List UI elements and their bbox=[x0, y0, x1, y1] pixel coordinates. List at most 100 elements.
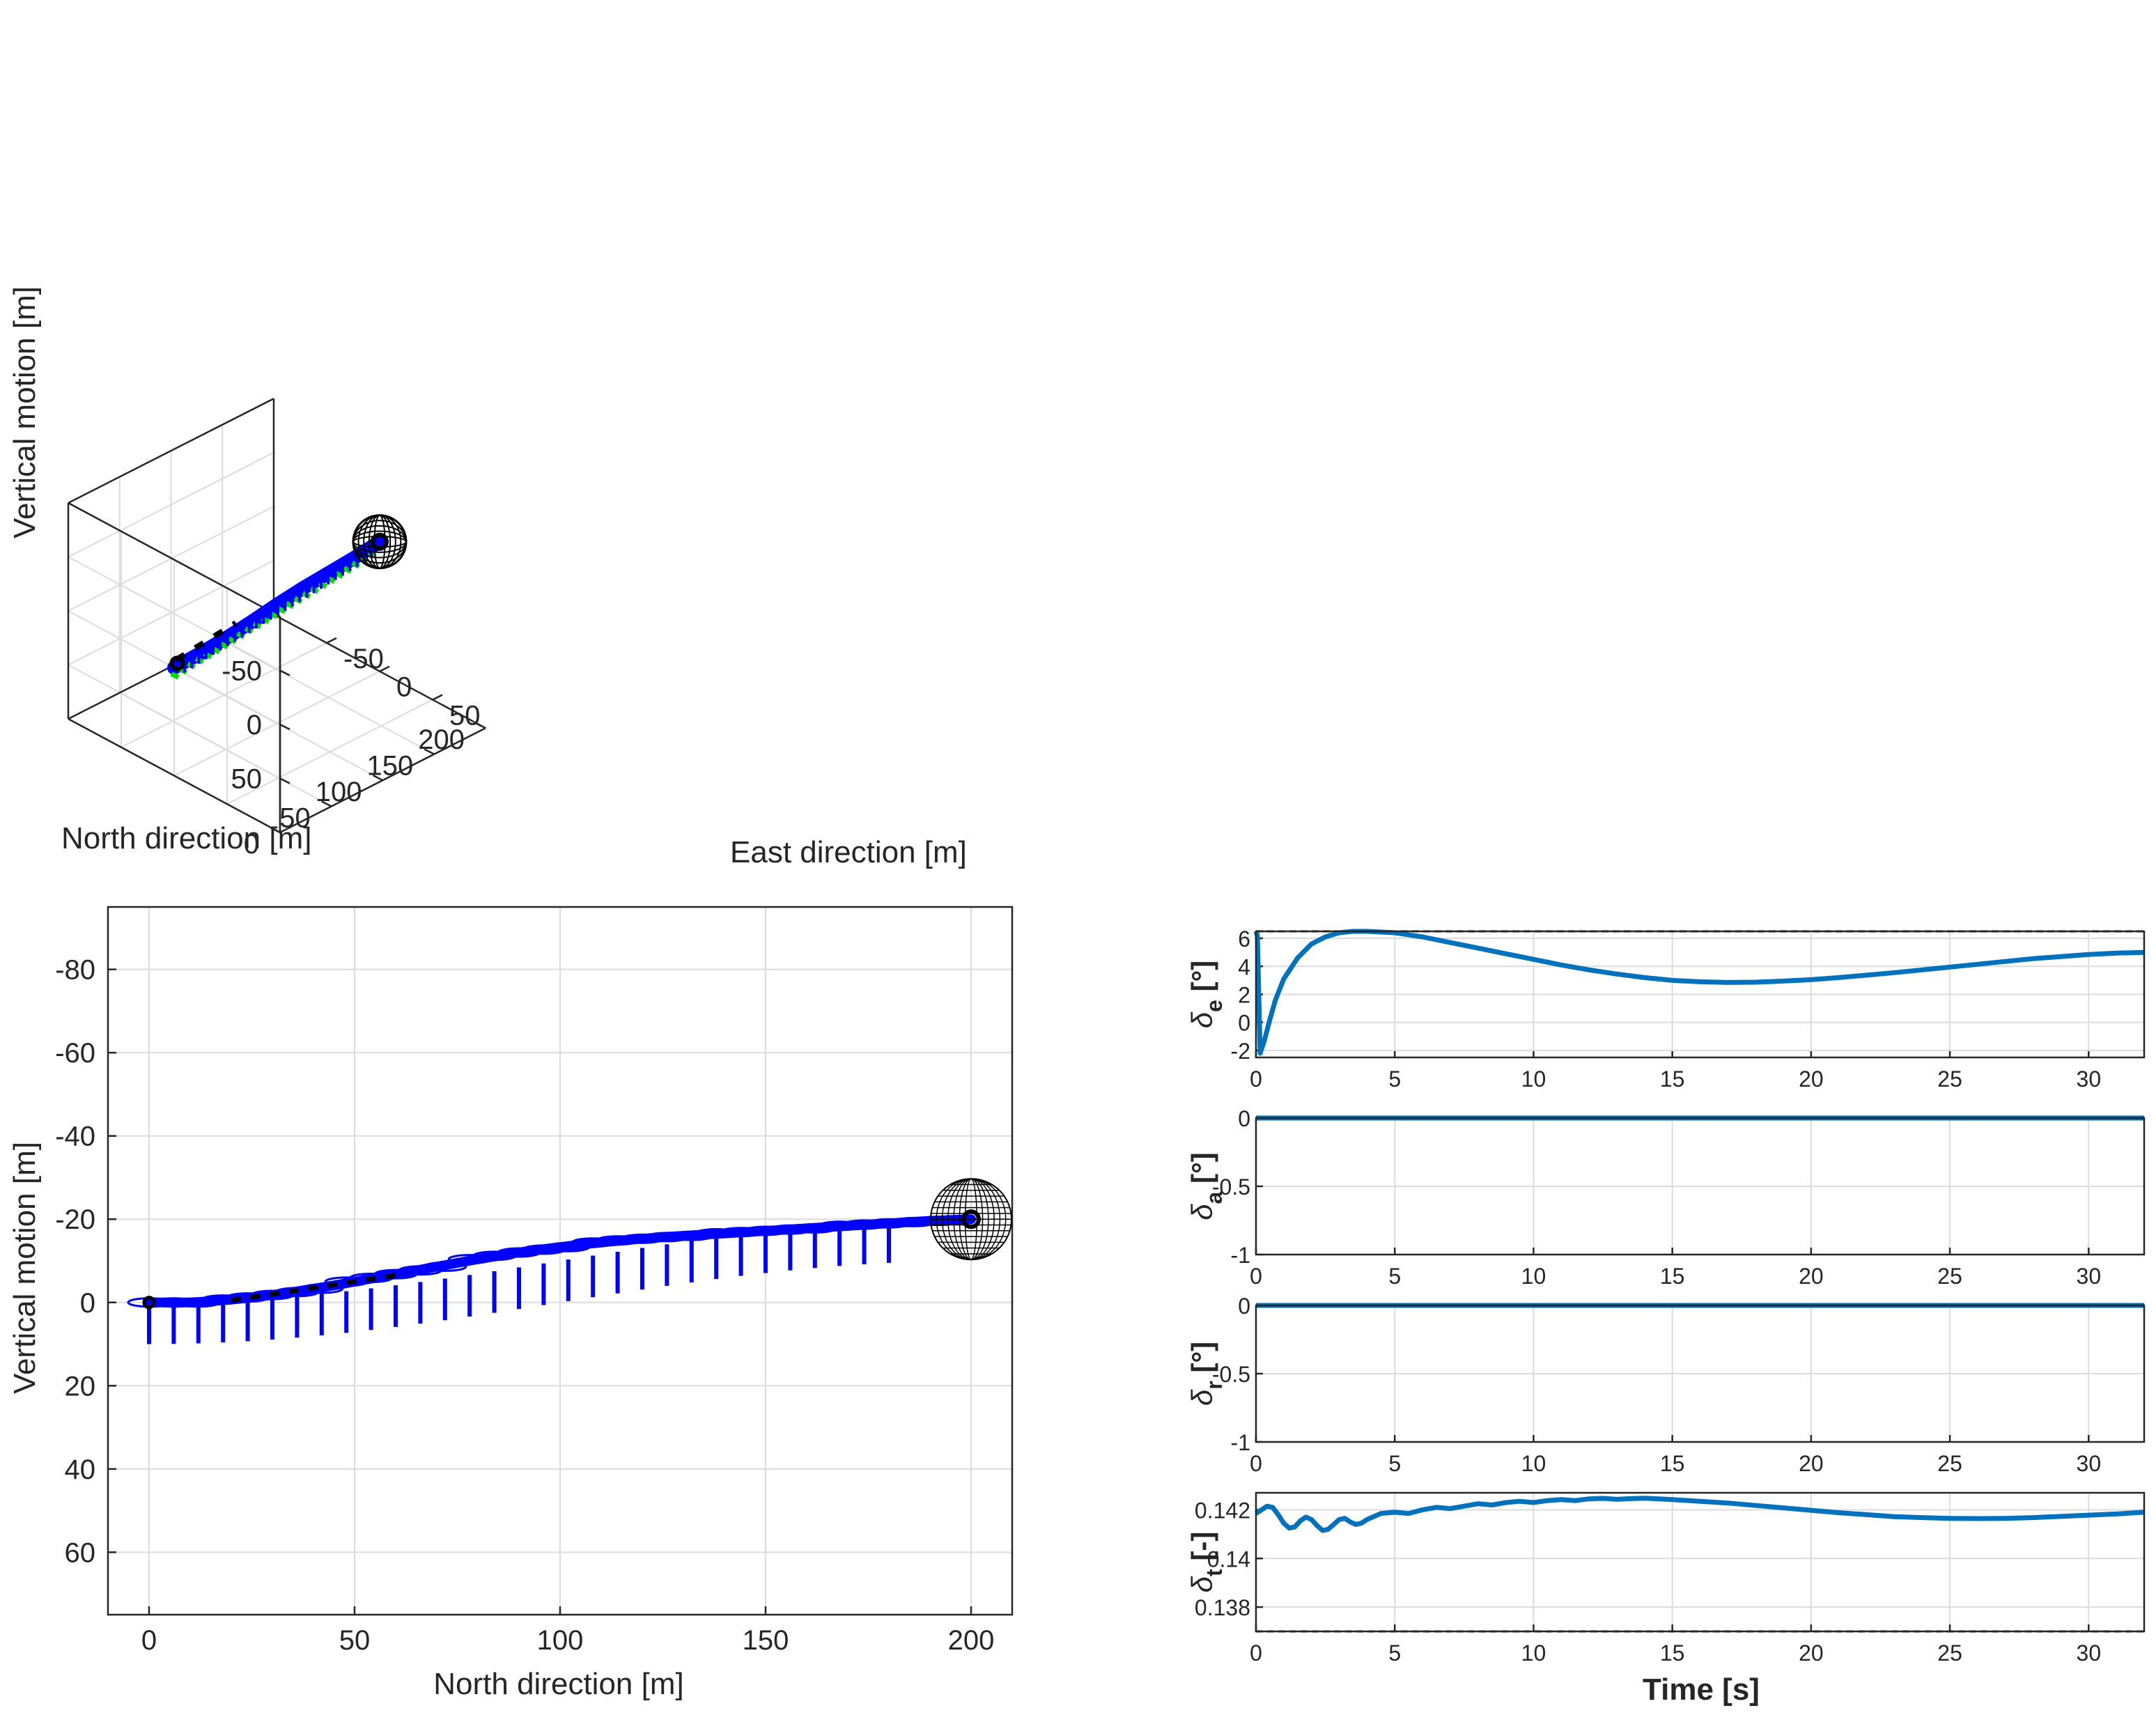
y-tick-label: -0.5 bbox=[1212, 1174, 1250, 1200]
plot3d-zlabel: Vertical motion [m] bbox=[8, 286, 42, 538]
ylabel-dt: δt [-] bbox=[1186, 1532, 1227, 1593]
x-tick-label: 0 bbox=[1250, 1264, 1262, 1289]
tick-mark bbox=[279, 669, 290, 676]
x-tick-label: 25 bbox=[1937, 1451, 1962, 1476]
x-tick-label: 20 bbox=[1799, 1451, 1824, 1476]
x-tick-label: 5 bbox=[1388, 1264, 1401, 1289]
y-tick-label: -0.5 bbox=[1212, 1362, 1250, 1387]
y-tick-label: 0 bbox=[1238, 1294, 1250, 1319]
north-tick-label: 150 bbox=[367, 751, 414, 782]
north-tick-label: 200 bbox=[418, 724, 465, 755]
sphere-meridian bbox=[357, 514, 402, 569]
y-tick-label: -1 bbox=[1231, 1243, 1250, 1268]
x-tick-label: 5 bbox=[1388, 1451, 1401, 1476]
side-plot-area: 0 50 100 150 200 -80 -60 -40 -20 0 20 40 60 bbox=[55, 906, 1014, 1656]
tick-mark bbox=[279, 723, 290, 731]
x-tick-label: 5 bbox=[1388, 1640, 1401, 1666]
series-line-de bbox=[1253, 929, 2145, 1056]
ylabel-symbol: δ bbox=[1186, 1204, 1218, 1220]
ylabel-subscript: t bbox=[1202, 1569, 1227, 1576]
x-tick-label: 30 bbox=[2077, 1264, 2102, 1289]
axes-box bbox=[1255, 1304, 2146, 1443]
ylabel-unit: [-] bbox=[1186, 1532, 1218, 1569]
axes-box bbox=[1255, 1491, 2146, 1633]
target-sphere bbox=[930, 1178, 1012, 1261]
x-tick-label: 25 bbox=[1937, 1640, 1962, 1666]
y-tick-label: 40 bbox=[65, 1454, 96, 1485]
y-tick-label: 0.14 bbox=[1207, 1546, 1250, 1572]
x-tick-label: 5 bbox=[1388, 1066, 1401, 1092]
plot3d-box bbox=[67, 398, 486, 834]
x-tick-label: 0 bbox=[1250, 1451, 1262, 1476]
side-xlabel: North direction [m] bbox=[433, 1667, 683, 1701]
y-tick-label: -2 bbox=[1231, 1039, 1250, 1064]
ylabel-subscript: r bbox=[1202, 1381, 1227, 1389]
subplot-dr: 0 5 10 15 20 25 30 -1 -0.5 0 δr [°] bbox=[1186, 1294, 2146, 1476]
green-marker bbox=[277, 606, 286, 614]
x-tick-label: 50 bbox=[339, 1625, 371, 1656]
vertical-tick-label: -50 bbox=[222, 656, 262, 687]
tick-mark bbox=[372, 774, 384, 782]
tick-mark bbox=[321, 800, 332, 807]
ylabel-symbol: δ bbox=[1186, 1011, 1218, 1028]
x-tick-label: 15 bbox=[1660, 1640, 1685, 1666]
y-tick-label: -80 bbox=[55, 955, 95, 986]
start-marker bbox=[142, 1296, 156, 1310]
y-tick-label: 0.138 bbox=[1195, 1595, 1250, 1620]
plot3d-series bbox=[167, 514, 408, 680]
axes-box bbox=[107, 906, 1014, 1616]
x-tick-label: 10 bbox=[1521, 1451, 1546, 1476]
grid-line bbox=[226, 699, 433, 805]
y-tick-label: -60 bbox=[55, 1038, 95, 1069]
side-ylabel: Vertical motion [m] bbox=[8, 1142, 42, 1394]
box-edge bbox=[68, 717, 281, 834]
ylabel-unit: [°] bbox=[1186, 1342, 1218, 1381]
x-tick-label: 0 bbox=[1250, 1066, 1262, 1092]
tick-mark bbox=[379, 665, 390, 672]
x-tick-label: 200 bbox=[948, 1625, 995, 1656]
series-line-dt bbox=[1255, 1496, 2145, 1533]
y-tick-label: 20 bbox=[65, 1371, 96, 1402]
x-tick-label: 10 bbox=[1521, 1066, 1546, 1092]
east-tick-label: 50 bbox=[449, 700, 481, 731]
tick-mark bbox=[326, 637, 337, 644]
north-tick-label: 50 bbox=[279, 803, 311, 834]
tick-mark bbox=[432, 694, 443, 701]
y-tick-label: -20 bbox=[55, 1204, 95, 1235]
grid-line bbox=[68, 664, 281, 779]
ylabel-da: δa [°] bbox=[1186, 1152, 1227, 1220]
ylabel-unit: [°] bbox=[1186, 961, 1218, 1000]
trajectory-line bbox=[144, 1214, 976, 1307]
east-tick-label: 0 bbox=[396, 672, 412, 703]
tick-mark bbox=[424, 748, 435, 755]
east-tick-label: -50 bbox=[343, 644, 384, 674]
ylabel-dr: δr [°] bbox=[1186, 1342, 1227, 1406]
grid-line bbox=[68, 451, 274, 558]
tick-mark bbox=[475, 722, 486, 729]
y-tick-label: 0 bbox=[1238, 1011, 1250, 1036]
ylabel-subscript: e bbox=[1202, 1000, 1227, 1012]
x-tick-label: 20 bbox=[1799, 1066, 1824, 1092]
grid-line bbox=[68, 556, 281, 672]
subplot-da: 0 5 10 15 20 25 30 -1 -0.5 0 δa [°] bbox=[1186, 1106, 2146, 1289]
side-panel: 0 50 100 150 200 -80 -60 -40 -20 0 20 40 60 Vertical… bbox=[8, 906, 1014, 1701]
x-tick-label: 15 bbox=[1660, 1066, 1685, 1092]
x-tick-label: 15 bbox=[1660, 1451, 1685, 1476]
vertical-tick-label: 0 bbox=[247, 710, 262, 740]
x-tick-label: 30 bbox=[2077, 1451, 2102, 1476]
target-center bbox=[961, 1209, 981, 1229]
plot3d-xlabel: North direction [m] bbox=[61, 821, 311, 855]
x-tick-label: 30 bbox=[2077, 1066, 2102, 1092]
target-sphere-3d bbox=[352, 514, 408, 570]
y-tick-label: 60 bbox=[65, 1537, 96, 1568]
grid-line bbox=[68, 559, 274, 666]
time-xlabel: Time [s] bbox=[1643, 1673, 1760, 1707]
reference-path-line bbox=[231, 1273, 396, 1303]
plot3d-ylabel: East direction [m] bbox=[730, 835, 967, 869]
y-tick-label: 0 bbox=[80, 1288, 95, 1319]
x-tick-label: 30 bbox=[2077, 1640, 2102, 1666]
north-tick-label: 100 bbox=[316, 777, 362, 807]
y-tick-label: -1 bbox=[1231, 1430, 1250, 1455]
